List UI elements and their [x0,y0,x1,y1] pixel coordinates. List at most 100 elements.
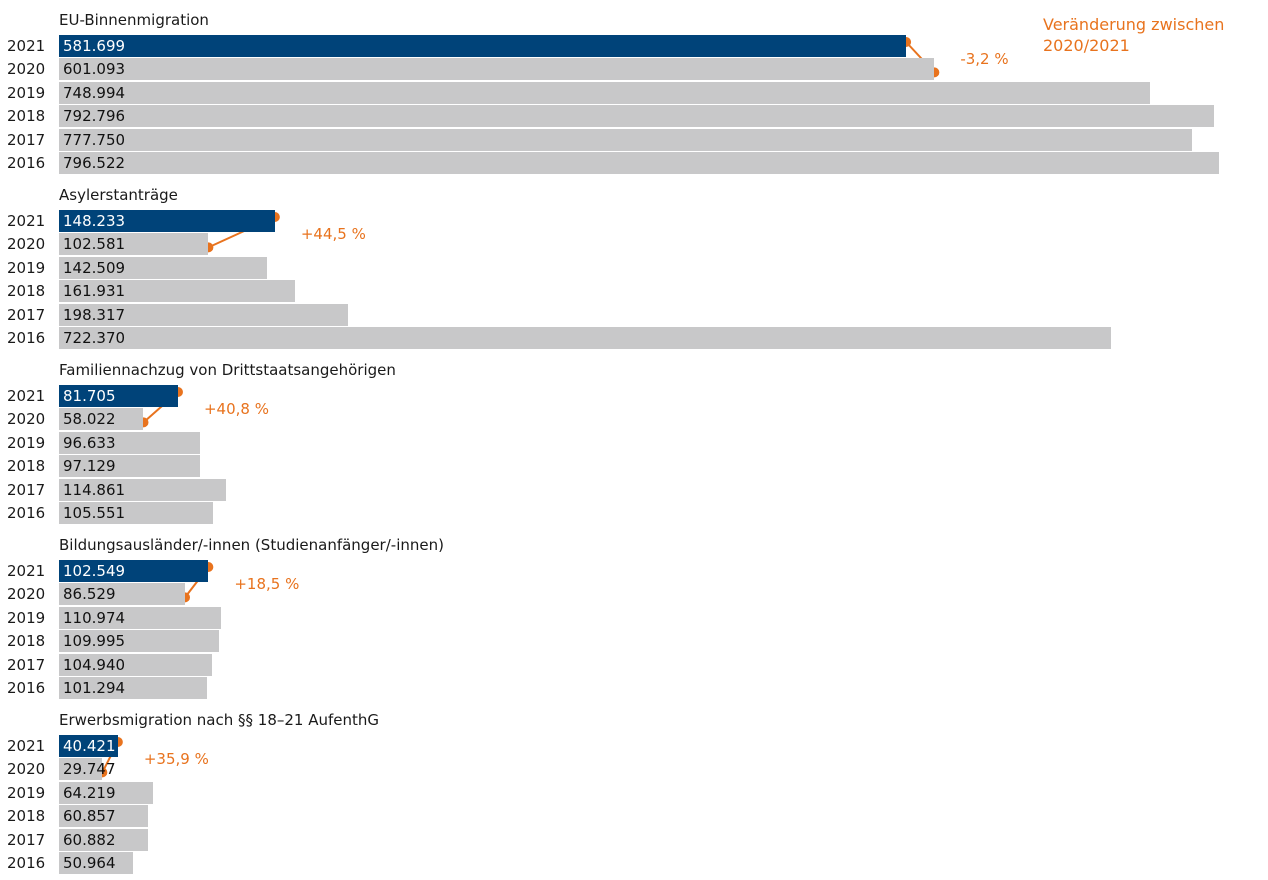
year-label: 2020 [7,235,46,254]
year-label: 2017 [7,130,46,149]
year-label: 2019 [7,83,46,102]
value-label: 102.581 [63,235,126,254]
bar [59,431,200,454]
value-label: 748.994 [63,83,126,102]
change-label: +44,5 % [300,225,366,243]
bar [59,852,134,874]
group-title: Familiennachzug von Drittstaatsangehörig… [59,361,396,379]
bar [59,781,153,804]
group-title: Bildungsausländer/-innen (Studienanfänge… [59,536,444,554]
year-label: 2021 [7,737,46,755]
bar [59,606,221,629]
value-label: 581.699 [63,37,126,55]
value-label: 29.747 [63,760,116,779]
year-label: 2018 [7,807,46,826]
bar [59,35,907,57]
value-label: 601.093 [63,60,126,79]
value-label: 40.421 [63,737,116,755]
bar [59,630,220,653]
bar [59,560,209,582]
bar [59,256,267,279]
change-label: +35,9 % [143,750,209,768]
change-label: -3,2 % [960,50,1009,68]
bar [59,583,185,606]
value-label: 792.796 [63,107,126,126]
value-label: 64.219 [63,783,116,802]
value-label: 97.129 [63,457,116,476]
year-label: 2018 [7,107,46,126]
year-label: 2016 [7,154,46,172]
bar [59,677,207,699]
bar [59,828,148,851]
bar [59,455,201,478]
year-label: 2021 [7,212,46,230]
value-label: 148.233 [63,212,126,230]
year-label: 2019 [7,258,46,277]
year-label: 2017 [7,830,46,849]
group-title: EU-Binnenmigration [59,11,209,29]
year-label: 2020 [7,760,46,779]
change-label: +18,5 % [234,575,300,593]
year-label: 2016 [7,329,46,347]
year-label: 2020 [7,60,46,79]
year-label: 2018 [7,457,46,476]
year-label: 2021 [7,387,46,405]
bar [59,327,1111,349]
year-label: 2019 [7,783,46,802]
value-label: 58.022 [63,410,116,429]
bar [59,478,227,501]
value-label: 96.633 [63,433,116,452]
value-label: 722.370 [63,329,126,347]
value-label: 81.705 [63,387,116,405]
value-label: 161.931 [63,282,126,301]
change-note: Veränderung zwischen 2020/2021 [1043,15,1225,55]
bar [59,735,118,757]
value-label: 60.857 [63,807,116,826]
year-label: 2019 [7,608,46,627]
value-label: 60.882 [63,830,116,849]
bar [59,81,1150,104]
year-label: 2021 [7,37,46,55]
value-label: 198.317 [63,305,126,324]
value-label: 109.995 [63,632,126,651]
value-label: 110.974 [63,608,126,627]
change-label: +40,8 % [203,400,269,418]
bar [59,58,935,81]
bar [59,805,148,828]
value-label: 796.522 [63,154,126,172]
bar [59,233,209,256]
value-label: 777.750 [63,130,126,149]
bar [59,105,1214,128]
year-label: 2017 [7,305,46,324]
bar [59,502,213,524]
bar [59,408,144,431]
value-label: 104.940 [63,655,126,674]
year-label: 2018 [7,282,46,301]
value-label: 102.549 [63,562,126,580]
year-label: 2020 [7,585,46,604]
value-label: 142.509 [63,258,126,277]
group-title: Asylerstanträge [59,186,178,204]
bar [59,128,1192,151]
year-label: 2017 [7,655,46,674]
group-title: Erwerbsmigration nach §§ 18–21 AufenthG [59,711,380,729]
year-label: 2018 [7,632,46,651]
year-label: 2017 [7,480,46,499]
bar [59,653,212,676]
year-label: 2016 [7,854,46,872]
bar [59,758,103,781]
bar [59,210,275,232]
year-label: 2016 [7,679,46,697]
bar [59,303,348,326]
value-label: 114.861 [63,480,126,499]
bar [59,280,295,303]
year-label: 2021 [7,562,46,580]
bar [59,385,178,407]
value-label: 101.294 [63,679,126,697]
year-label: 2019 [7,433,46,452]
year-label: 2020 [7,410,46,429]
bar [59,152,1219,174]
value-label: 50.964 [63,854,116,872]
value-label: 105.551 [63,504,126,522]
